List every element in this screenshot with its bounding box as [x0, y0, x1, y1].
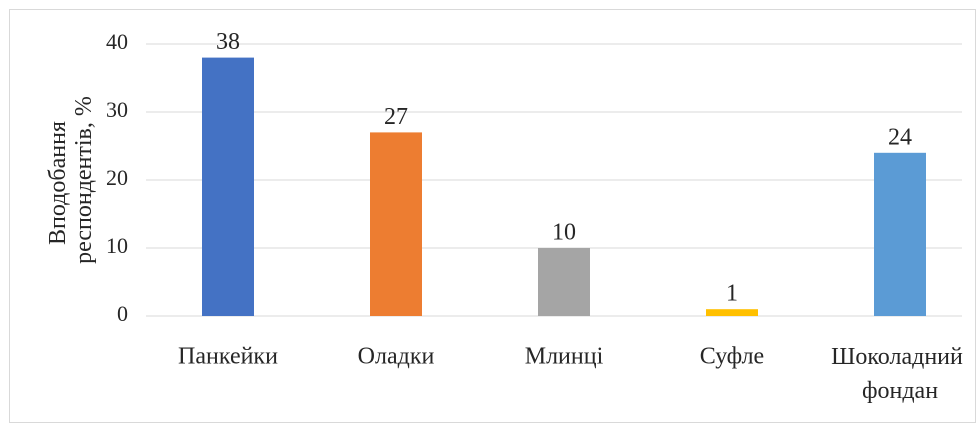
x-tick-label: Млинці: [525, 344, 604, 370]
y-tick-label: 40: [106, 29, 128, 54]
data-label: 27: [384, 104, 408, 130]
bar: [370, 132, 422, 316]
y-tick-label: 30: [106, 97, 128, 122]
x-tick-label: Панкейки: [178, 344, 278, 370]
data-label: 38: [216, 29, 240, 55]
y-tick-label: 20: [106, 165, 128, 190]
bar: [706, 309, 758, 316]
y-tick-label: 0: [117, 301, 128, 326]
data-label: 1: [726, 281, 738, 307]
x-tick-label: Оладки: [358, 344, 435, 370]
data-label: 10: [552, 220, 576, 246]
x-tick-label: Шоколадний фондан: [831, 344, 969, 404]
x-tick-label: Суфле: [700, 344, 764, 370]
y-axis-label: Вподобання респондентів, %: [45, 96, 97, 264]
bar: [874, 152, 926, 316]
bar: [538, 248, 590, 316]
data-label: 24: [888, 124, 912, 150]
chart-border: [9, 9, 976, 423]
bar: [202, 57, 254, 316]
y-tick-label: 10: [106, 233, 128, 258]
